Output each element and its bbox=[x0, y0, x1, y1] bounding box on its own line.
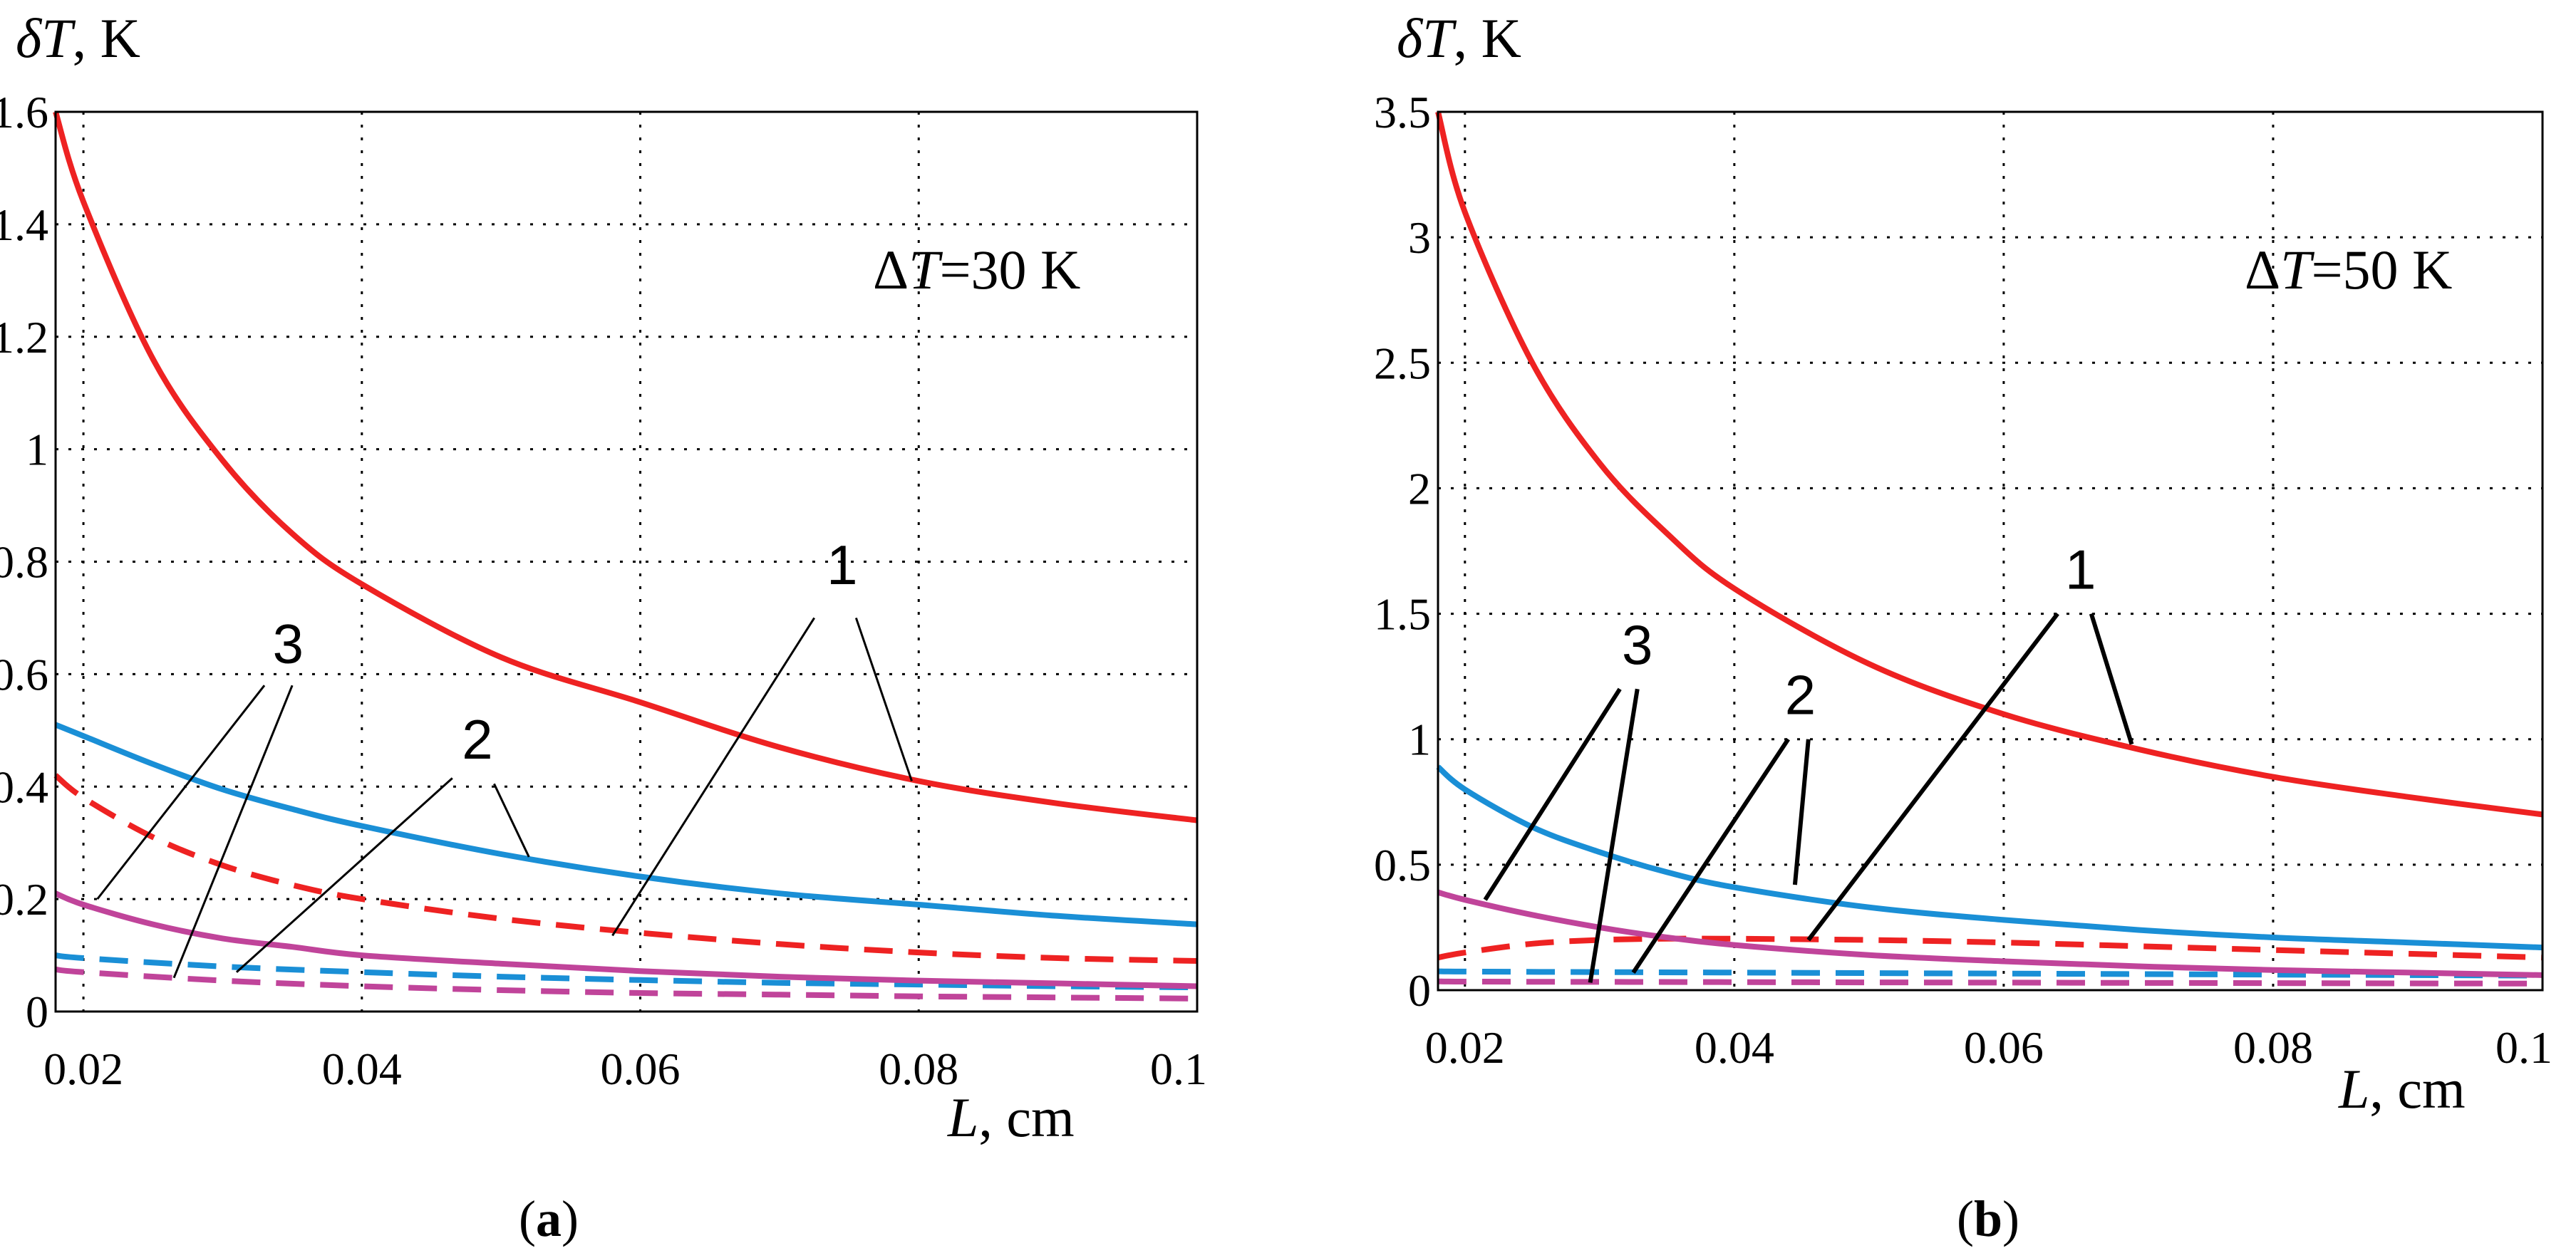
panel-a-x-symbol: L bbox=[947, 1086, 978, 1148]
panel-a-y-tick-label: 0.4 bbox=[0, 761, 48, 812]
panel-a: 0.02 0.04 0.06 0.08 0.1 0 0.2 0.4 0.6 0.8 1 1.2 1.4… bbox=[0, 7, 1207, 1247]
panel-a-curve-label-1: 1 bbox=[827, 534, 857, 596]
panel-b-series-1-dashed bbox=[1437, 935, 2543, 961]
panel-b-y-tick-label: 0.5 bbox=[1374, 840, 1431, 890]
panel-a-leader-3-0 bbox=[96, 685, 266, 900]
panel-a-series-3-solid bbox=[54, 890, 1198, 989]
panel-a-x-tick-label: 0.1 bbox=[1150, 1044, 1207, 1094]
panel-a-y-tick-label: 1 bbox=[26, 425, 48, 475]
panel-b-series-2-dashed bbox=[1437, 968, 2543, 979]
panel-a-leaders bbox=[96, 617, 913, 979]
panel-a-x-axis-label: L, cm bbox=[947, 1086, 1075, 1148]
panel-b-delta-t-annotation: ΔT=50 K bbox=[2245, 239, 2452, 301]
panel-b-curve-label-1: 1 bbox=[2065, 538, 2096, 601]
panel-a-y-tick-label: 0.2 bbox=[0, 874, 48, 925]
panel-b-series-3-solid bbox=[1437, 889, 2543, 978]
panel-b-y-tick-label: 2.5 bbox=[1374, 338, 1431, 388]
panel-a-series-2-dashed bbox=[55, 952, 1198, 991]
panel-a-leader-3-1 bbox=[172, 685, 294, 979]
panel-b-delta-glyph: Δ bbox=[2245, 239, 2280, 301]
panel-a-x-unit: , cm bbox=[978, 1086, 1074, 1148]
panel-a-x-tick-labels: 0.02 0.04 0.06 0.08 0.1 bbox=[43, 1044, 1207, 1094]
panel-b-annot-value: =50 K bbox=[2312, 239, 2453, 301]
panel-b-leader-1-0 bbox=[1806, 612, 2059, 942]
panel-a-curve-label-3: 3 bbox=[273, 613, 304, 675]
panel-a-leader-2-0 bbox=[235, 777, 453, 973]
panel-a-annot-symbol: T bbox=[909, 239, 943, 301]
panel-b: 0.02 0.04 0.06 0.08 0.1 0 0.5 1 1.5 2 2.5 3 3.5 1 2 3… bbox=[1374, 7, 2552, 1247]
panel-b-y-tick-label: 3 bbox=[1408, 212, 1431, 263]
panel-b-y-tick-label: 3.5 bbox=[1374, 87, 1431, 137]
panel-a-y-symbol: δT bbox=[16, 7, 76, 69]
panel-a-y-unit: , K bbox=[73, 7, 140, 69]
panel-a-caption: (a) bbox=[519, 1190, 579, 1247]
panel-b-y-tick-labels: 0 0.5 1 1.5 2 2.5 3 3.5 bbox=[1374, 87, 1431, 1016]
panel-a-series-2-solid bbox=[54, 722, 1198, 927]
panel-a-x-tick-label: 0.06 bbox=[601, 1044, 681, 1094]
panel-b-annot-symbol: T bbox=[2280, 239, 2314, 301]
panel-b-x-unit: , cm bbox=[2369, 1058, 2465, 1120]
panel-b-y-tick-label: 1.5 bbox=[1374, 589, 1431, 640]
panel-a-caption-letter: a bbox=[536, 1190, 562, 1247]
panel-b-leader-1-1 bbox=[2089, 613, 2134, 745]
panel-b-series-3-dashed bbox=[1437, 978, 2543, 987]
panel-b-series-2-solid bbox=[1436, 764, 2543, 951]
panel-b-caption-letter: b bbox=[1974, 1190, 2002, 1247]
panel-a-x-tick-label: 0.04 bbox=[322, 1044, 402, 1094]
panel-a-delta-glyph: Δ bbox=[873, 239, 909, 301]
panel-b-y-tick-label: 0 bbox=[1408, 965, 1431, 1016]
panel-b-y-tick-label: 2 bbox=[1408, 463, 1431, 514]
panel-b-caption: (b) bbox=[1957, 1190, 2019, 1247]
panel-a-curve-labels: 1 2 3 bbox=[273, 534, 858, 771]
panel-b-x-axis-label: L, cm bbox=[2338, 1058, 2466, 1120]
panel-a-leader-1-0 bbox=[611, 617, 816, 937]
panel-b-y-tick-label: 1 bbox=[1408, 714, 1431, 765]
panel-a-x-tick-label: 0.08 bbox=[879, 1044, 958, 1094]
panel-b-x-tick-labels: 0.02 0.04 0.06 0.08 0.1 bbox=[1425, 1022, 2552, 1073]
panel-a-series-3-dashed bbox=[55, 966, 1198, 1002]
panel-a-series-1-solid bbox=[53, 110, 1198, 823]
panel-a-annot-value: =30 K bbox=[940, 239, 1081, 301]
panel-a-y-tick-label: 0.8 bbox=[0, 537, 48, 588]
panel-a-curve-label-2: 2 bbox=[462, 708, 492, 771]
panel-b-leader-2-1 bbox=[1792, 739, 1811, 885]
panel-b-series bbox=[1435, 110, 2543, 987]
panel-a-y-tick-label: 1.4 bbox=[0, 199, 48, 250]
panel-a-y-tick-label: 0.6 bbox=[0, 649, 48, 700]
panel-a-series-1-dashed bbox=[53, 773, 1198, 964]
panel-b-curve-label-2: 2 bbox=[1785, 663, 1816, 726]
panel-b-leader-2-0 bbox=[1631, 738, 1790, 974]
panel-b-curve-label-3: 3 bbox=[1622, 613, 1652, 676]
panel-b-series-1-solid bbox=[1435, 110, 2543, 818]
panel-b-x-tick-label: 0.02 bbox=[1425, 1022, 1505, 1073]
panel-b-y-symbol: δT bbox=[1397, 7, 1457, 69]
panel-b-leader-3-0 bbox=[1483, 687, 1622, 901]
panel-a-y-axis-label: δT, K bbox=[16, 7, 140, 69]
panel-b-x-tick-label: 0.1 bbox=[2495, 1022, 2552, 1073]
panel-b-x-symbol: L bbox=[2338, 1058, 2369, 1120]
panel-b-x-tick-label: 0.08 bbox=[2233, 1022, 2313, 1073]
panel-a-frame bbox=[54, 110, 1199, 1013]
panel-b-curve-labels: 1 2 3 bbox=[1622, 538, 2096, 726]
panel-a-x-tick-label: 0.02 bbox=[43, 1044, 123, 1094]
panel-a-delta-t-annotation: ΔT=30 K bbox=[873, 239, 1080, 301]
panel-a-y-tick-label: 1.6 bbox=[0, 87, 48, 137]
panel-a-y-tick-labels: 0 0.2 0.4 0.6 0.8 1 1.2 1.4 1.6 bbox=[0, 87, 48, 1037]
panel-b-leaders bbox=[1483, 612, 2134, 983]
panel-b-x-tick-label: 0.04 bbox=[1695, 1022, 1774, 1073]
panel-b-leader-3-1 bbox=[1588, 688, 1640, 983]
panel-a-leader-2-1 bbox=[493, 783, 530, 858]
panel-b-y-axis-label: δT, K bbox=[1397, 7, 1521, 69]
panel-b-x-tick-label: 0.06 bbox=[1964, 1022, 2044, 1073]
panel-a-y-tick-label: 0 bbox=[26, 987, 48, 1037]
panel-b-frame bbox=[1437, 110, 2544, 992]
panel-a-y-tick-label: 1.2 bbox=[0, 312, 48, 363]
panel-b-y-unit: , K bbox=[1454, 7, 1521, 69]
panel-a-leader-1-1 bbox=[854, 617, 913, 781]
panel-a-series bbox=[53, 110, 1198, 1002]
